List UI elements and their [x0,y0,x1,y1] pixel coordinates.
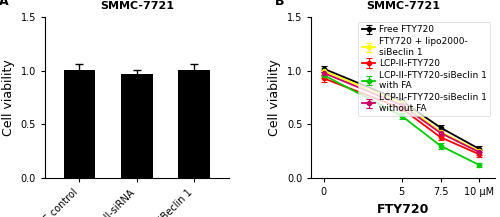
Legend: Free FTY720, FTY720 + lipo2000-
siBeclin 1, LCP-II-FTY720, LCP-II-FTY720-siBecli: Free FTY720, FTY720 + lipo2000- siBeclin… [358,22,490,116]
Bar [178,70,210,178]
X-axis label: FTY720: FTY720 [377,202,430,215]
Title: SMMC-7721: SMMC-7721 [366,1,440,11]
Title: SMMC-7721: SMMC-7721 [100,1,174,11]
Y-axis label: Cell viability: Cell viability [2,59,15,136]
Text: A: A [0,0,8,8]
Bar [64,70,95,178]
Text: B: B [274,0,284,8]
Bar [121,74,152,178]
Y-axis label: Cell viability: Cell viability [268,59,281,136]
